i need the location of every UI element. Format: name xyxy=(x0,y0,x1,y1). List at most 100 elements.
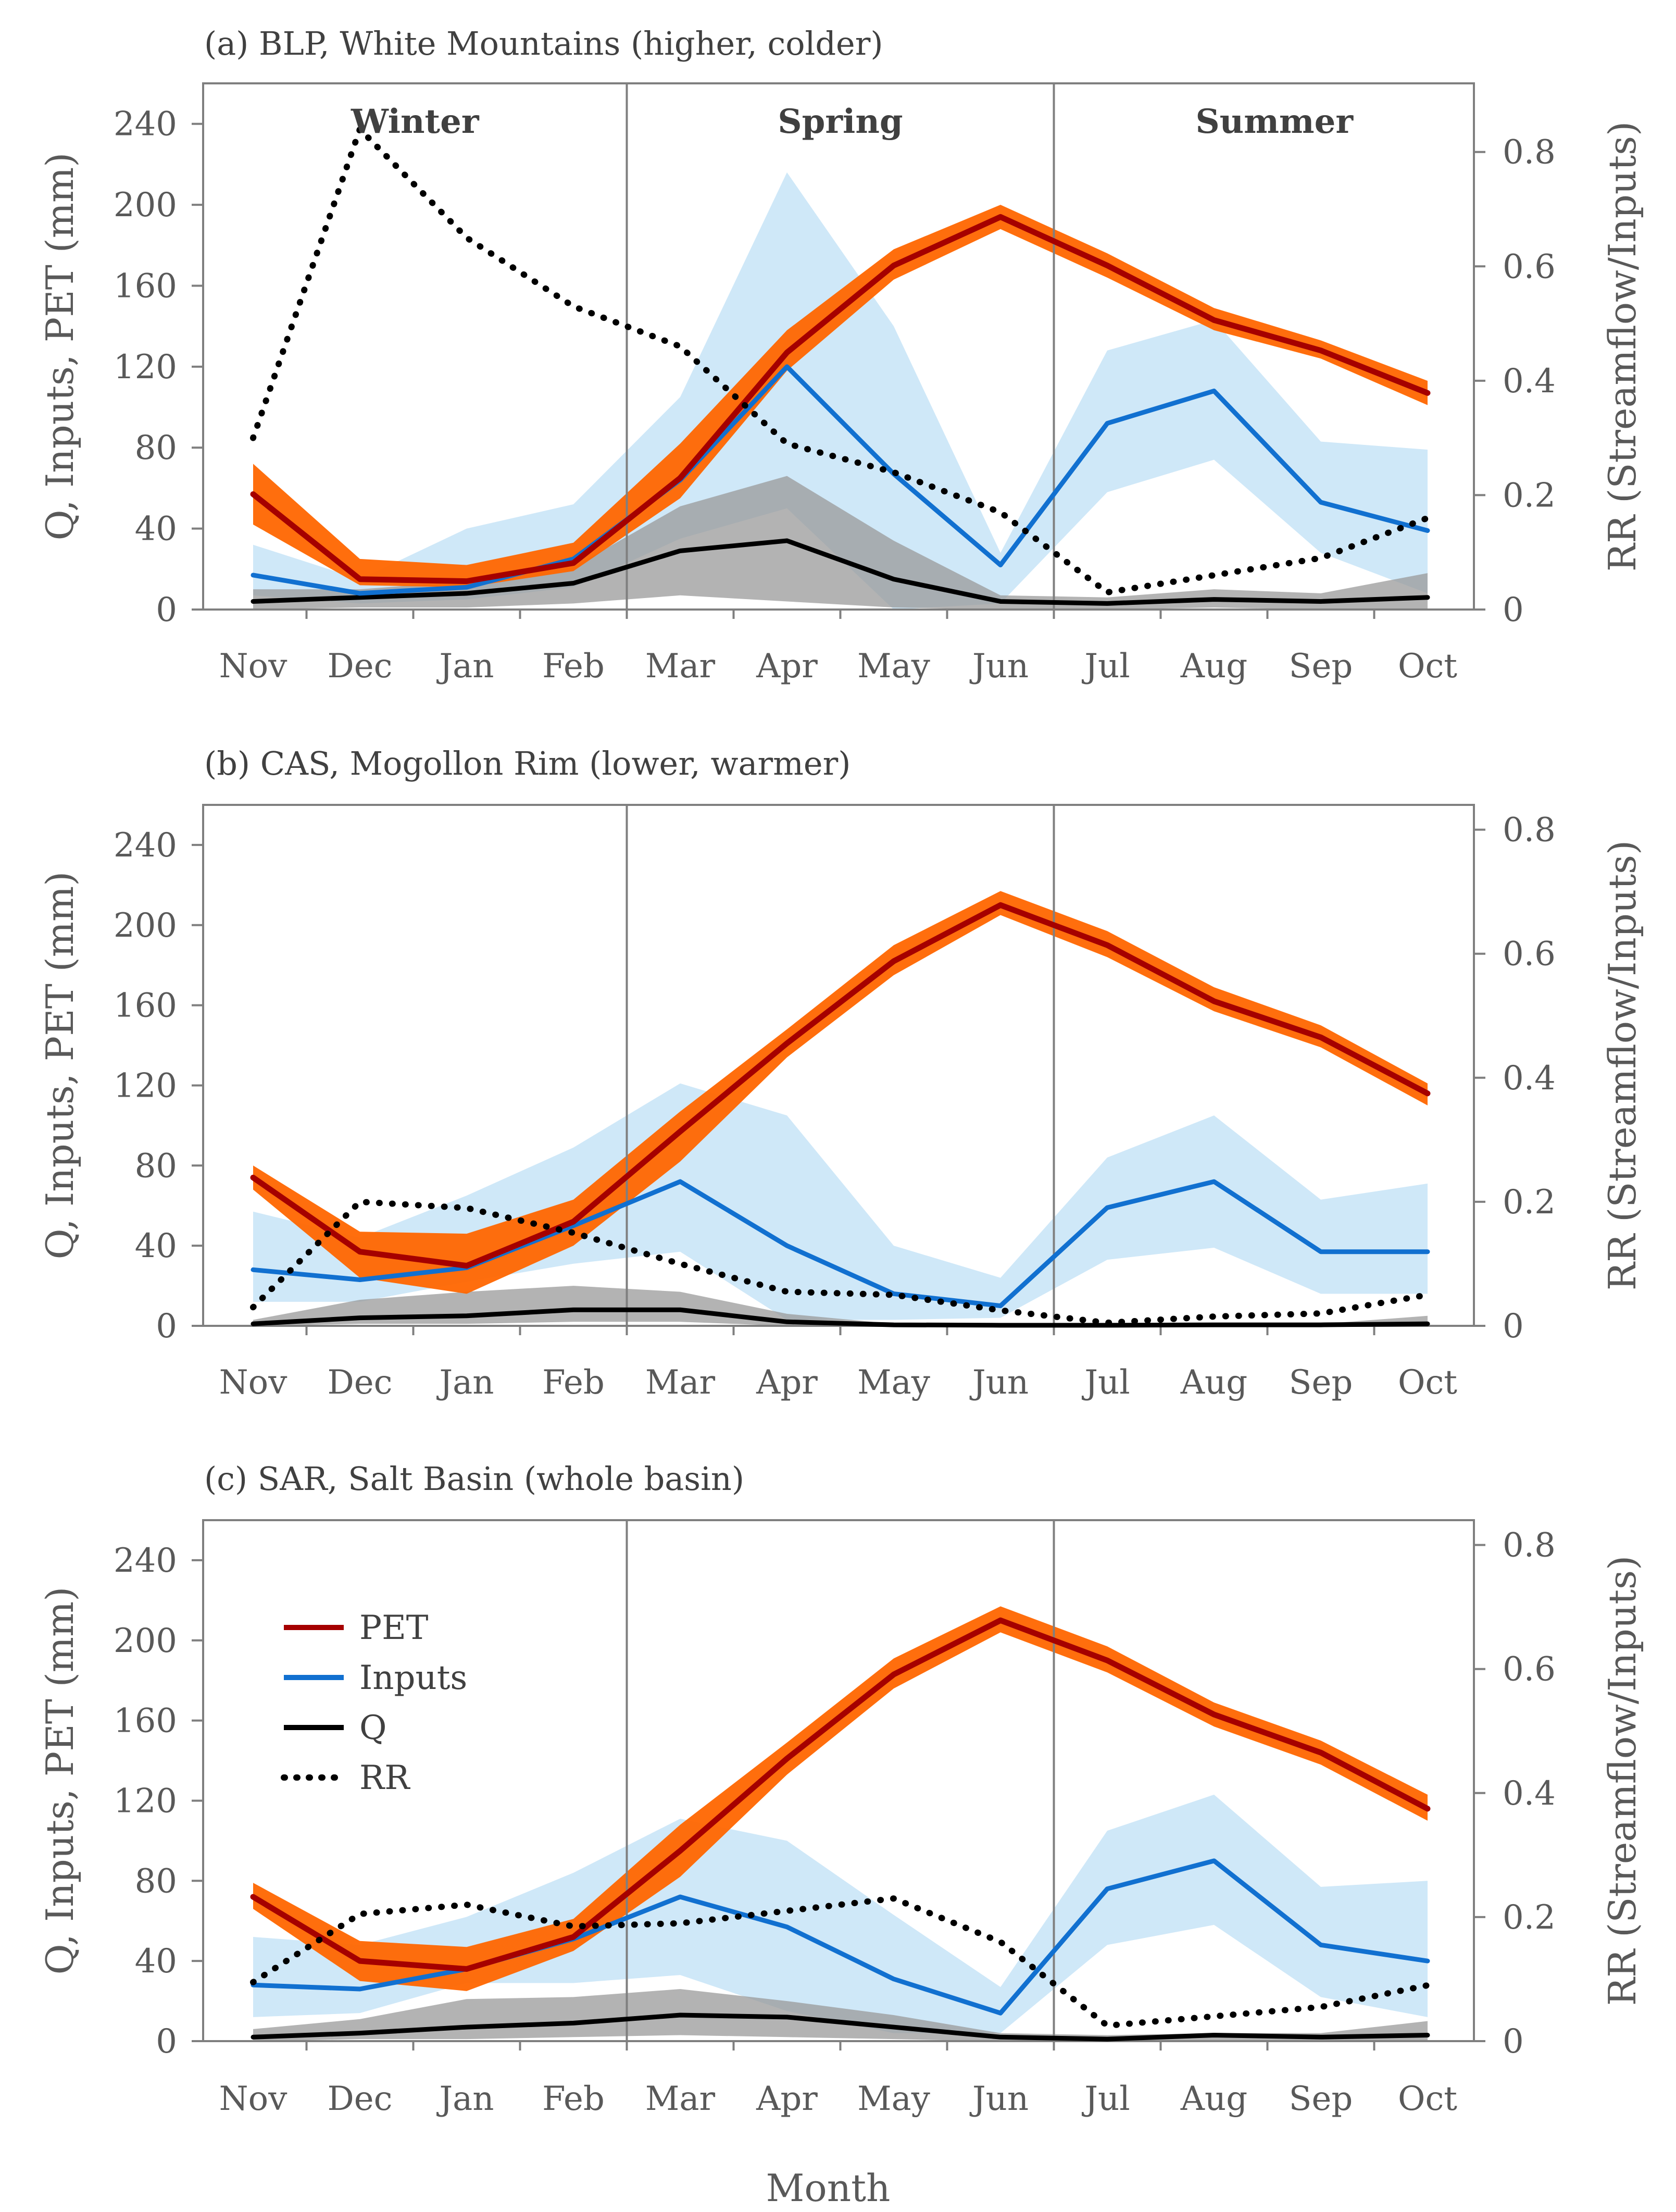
y-tick-label: 0 xyxy=(156,591,177,629)
y-tick-label: 160 xyxy=(114,267,177,305)
season-label-spring: Spring xyxy=(778,102,903,141)
y-tick-label: 200 xyxy=(114,186,177,225)
y-axis-label-right: RR (Streamflow/Inputs) xyxy=(1600,1556,1644,2006)
y2-tick-label: 0.8 xyxy=(1503,811,1556,850)
panel-b: (b) CAS, Mogollon Rim (lower, warmer) 0 4… xyxy=(38,744,1644,1402)
x-tick-label: Jan xyxy=(436,1363,494,1402)
y-tick-label: 200 xyxy=(114,906,177,945)
x-tick-label: Apr xyxy=(756,647,818,686)
x-tick-label: Jul xyxy=(1081,2080,1130,2118)
x-tick-label: Aug xyxy=(1180,1363,1247,1402)
legend-label-rr: RR xyxy=(359,1759,410,1797)
x-tick-label: Jun xyxy=(969,1363,1029,1402)
season-labels: Winter Spring Summer xyxy=(351,102,1354,141)
pet-line xyxy=(250,214,1431,585)
y2-tick-label: 0.4 xyxy=(1503,1774,1556,1813)
x-tick-label: Mar xyxy=(645,647,716,686)
inputs-range-band xyxy=(253,1083,1428,1320)
y-tick-label: 40 xyxy=(135,1227,177,1265)
inputs-line xyxy=(251,1858,1430,2016)
x-tick-label: Sep xyxy=(1289,2080,1353,2118)
q-line xyxy=(251,1307,1430,1328)
panel-a: (a) BLP, White Mountains (higher, colder… xyxy=(38,24,1644,686)
x-tick-label: Dec xyxy=(327,2080,392,2118)
panel-title: (a) BLP, White Mountains (higher, colder… xyxy=(204,24,883,63)
y-tick-label: 240 xyxy=(114,105,177,144)
y2-tick-label: 0 xyxy=(1503,1307,1524,1346)
y-tick-label: 240 xyxy=(114,826,177,865)
plot-frame xyxy=(202,1519,1475,2042)
y2-tick-label: 0.2 xyxy=(1503,476,1556,515)
x-tick-label: Apr xyxy=(756,2080,818,2118)
x-tick-label: Oct xyxy=(1398,647,1457,686)
y2-tick-label: 0.4 xyxy=(1503,1059,1556,1098)
pet-line xyxy=(250,902,1431,1269)
x-tick-label: Sep xyxy=(1289,647,1353,686)
y-tick-label: 240 xyxy=(114,1542,177,1580)
inputs-range-band xyxy=(253,172,1428,610)
y-tick-label: 0 xyxy=(156,2022,177,2061)
y2-tick-label: 0.8 xyxy=(1503,1526,1556,1565)
y-tick-label: 160 xyxy=(114,987,177,1025)
pet-range-band xyxy=(253,1606,1428,1991)
y2-tick-label: 0.6 xyxy=(1503,247,1556,286)
legend-label-inputs: Inputs xyxy=(359,1659,467,1697)
y2-tick-label: 0.2 xyxy=(1503,1898,1556,1937)
y-axis-label-left: Q, Inputs, PET (mm) xyxy=(38,153,82,541)
y-axis-label-left: Q, Inputs, PET (mm) xyxy=(38,872,82,1260)
x-tick-label: Oct xyxy=(1398,2080,1457,2118)
y-tick-label: 120 xyxy=(114,1066,177,1105)
x-tick-label: Jul xyxy=(1081,647,1130,686)
x-tick-label: Jan xyxy=(436,647,494,686)
x-tick-label: Sep xyxy=(1289,1363,1353,1402)
x-tick-label: Nov xyxy=(219,2080,287,2118)
plot-marks: 0 40 80 120 160 200 240 0 0.2 0.4 0.6 0.8 Nov Dec Jan F… xyxy=(114,82,1556,686)
y2-tick-label: 0 xyxy=(1503,2022,1524,2061)
x-tick-label: Jun xyxy=(969,647,1029,686)
x-tick-label: May xyxy=(857,1363,930,1402)
y-tick-label: 80 xyxy=(135,1862,177,1900)
x-tick-label: Feb xyxy=(542,1363,605,1402)
x-tick-label: Nov xyxy=(219,1363,287,1402)
x-tick-label: Jun xyxy=(969,2080,1029,2118)
x-tick-label: Oct xyxy=(1398,1363,1457,1402)
season-label-summer: Summer xyxy=(1195,102,1354,141)
season-label-winter: Winter xyxy=(351,102,480,141)
q-range-band xyxy=(253,1286,1428,1326)
y2-tick-label: 0 xyxy=(1503,591,1524,629)
q-range-band xyxy=(253,476,1428,610)
rr-line xyxy=(250,1198,1431,1326)
x-tick-label: Feb xyxy=(542,647,605,686)
inputs-line xyxy=(251,364,1430,596)
x-tick-label: Jul xyxy=(1081,1363,1130,1402)
x-tick-label: May xyxy=(857,2080,930,2118)
x-tick-label: Mar xyxy=(645,2080,716,2118)
rr-line xyxy=(250,126,1431,596)
plot-frame xyxy=(202,82,1475,611)
x-tick-label: Nov xyxy=(219,647,287,686)
inputs-range-band xyxy=(253,1794,1428,2033)
x-tick-label: Aug xyxy=(1180,647,1247,686)
panel-c: (c) SAR, Salt Basin (whole basin) 0 40 80 1… xyxy=(38,1460,1644,2210)
y-tick-label: 120 xyxy=(114,1782,177,1820)
q-line xyxy=(251,2012,1430,2042)
y-axis-label-right: RR (Streamflow/Inputs) xyxy=(1600,840,1644,1290)
y-tick-label: 40 xyxy=(135,1942,177,1981)
pet-line xyxy=(250,1617,1431,1972)
inputs-line xyxy=(251,1179,1430,1309)
legend-label-q: Q xyxy=(359,1709,386,1747)
panel-title: (b) CAS, Mogollon Rim (lower, warmer) xyxy=(204,744,850,782)
y-tick-label: 0 xyxy=(156,1307,177,1346)
q-range-band xyxy=(253,1989,1428,2041)
x-tick-label: Mar xyxy=(645,1363,716,1402)
x-tick-label: May xyxy=(857,647,930,686)
y-tick-label: 200 xyxy=(114,1622,177,1660)
x-axis-label: Month xyxy=(766,2166,891,2210)
legend: PET Inputs Q RR xyxy=(281,1609,467,1797)
q-line xyxy=(251,538,1430,606)
plot-frame xyxy=(202,804,1475,1327)
x-tick-label: Jan xyxy=(436,2080,494,2118)
x-tick-label: Feb xyxy=(542,2080,605,2118)
x-tick-label: Dec xyxy=(327,647,392,686)
